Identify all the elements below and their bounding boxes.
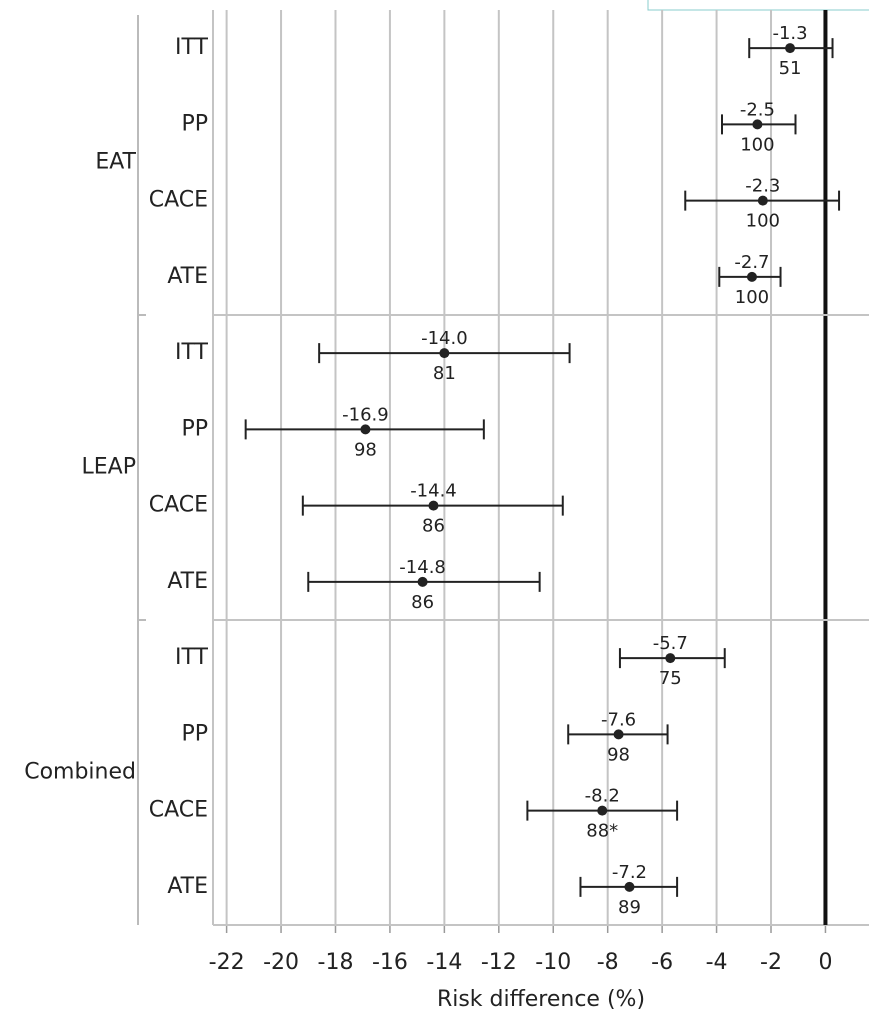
x-tick-label: -16 <box>372 950 408 975</box>
row-note: 98 <box>354 439 377 460</box>
x-tick-label: -20 <box>263 950 299 975</box>
estimate-label: -5.7 <box>653 633 688 654</box>
row-label: ITT <box>175 645 209 670</box>
x-tick-label: -18 <box>318 950 354 975</box>
row-label: ATE <box>167 264 208 289</box>
estimate-point <box>439 348 450 359</box>
estimate-label: -2.3 <box>745 176 780 197</box>
row-note: 86 <box>411 592 434 613</box>
row-note: 86 <box>422 516 445 537</box>
estimate-point <box>752 119 763 130</box>
x-tick-label: -10 <box>535 950 571 975</box>
x-tick-label: -14 <box>426 950 462 975</box>
estimate-label: -7.2 <box>612 862 647 883</box>
x-tick-label: -6 <box>651 950 673 975</box>
row-note: 100 <box>735 287 769 308</box>
legend-box-edge <box>647 0 869 11</box>
x-tick-label: -22 <box>209 950 245 975</box>
estimate-label: -16.9 <box>342 404 389 425</box>
estimate-point <box>428 500 439 511</box>
x-tick-label: -2 <box>760 950 782 975</box>
x-tick-label: 0 <box>818 950 832 975</box>
group-label: EAT <box>95 150 136 175</box>
estimate-point <box>757 195 768 206</box>
estimate-label: -14.0 <box>421 328 468 349</box>
row-note: 100 <box>746 211 780 232</box>
estimate-point <box>360 424 371 435</box>
estimate-point <box>613 729 624 740</box>
estimate-point <box>624 881 635 892</box>
row-label: CACE <box>149 188 208 213</box>
x-tick-label: -8 <box>597 950 619 975</box>
row-note: 89 <box>618 897 641 918</box>
estimate-point <box>665 653 676 664</box>
estimate-point <box>597 805 608 816</box>
row-note: 51 <box>779 58 802 79</box>
row-note: 88* <box>586 821 618 842</box>
row-label: PP <box>181 721 208 746</box>
row-label: CACE <box>149 493 208 518</box>
estimate-point <box>785 43 796 54</box>
estimate-label: -14.8 <box>399 557 446 578</box>
group-label: Combined <box>24 760 136 785</box>
group-label: LEAP <box>82 455 136 480</box>
x-tick-label: -4 <box>706 950 728 975</box>
row-label: PP <box>181 111 208 136</box>
row-note: 81 <box>433 363 456 384</box>
estimate-label: -2.7 <box>734 252 769 273</box>
row-label: ATE <box>167 569 208 594</box>
estimate-point <box>746 271 757 282</box>
estimate-label: -8.2 <box>585 786 620 807</box>
estimate-point <box>417 576 428 587</box>
row-label: ITT <box>175 35 209 60</box>
row-note: 100 <box>740 134 774 155</box>
row-label: CACE <box>149 798 208 823</box>
estimate-label: -14.4 <box>410 481 457 502</box>
estimate-label: -2.5 <box>740 99 775 120</box>
row-note: 98 <box>607 744 630 765</box>
estimate-label: -1.3 <box>772 23 807 44</box>
row-note: 75 <box>659 668 682 689</box>
row-label: PP <box>181 416 208 441</box>
row-label: ITT <box>175 340 209 365</box>
x-tick-label: -12 <box>481 950 517 975</box>
x-axis-label: Risk difference (%) <box>437 987 645 1012</box>
estimate-label: -7.6 <box>601 709 636 730</box>
row-label: ATE <box>167 874 208 899</box>
